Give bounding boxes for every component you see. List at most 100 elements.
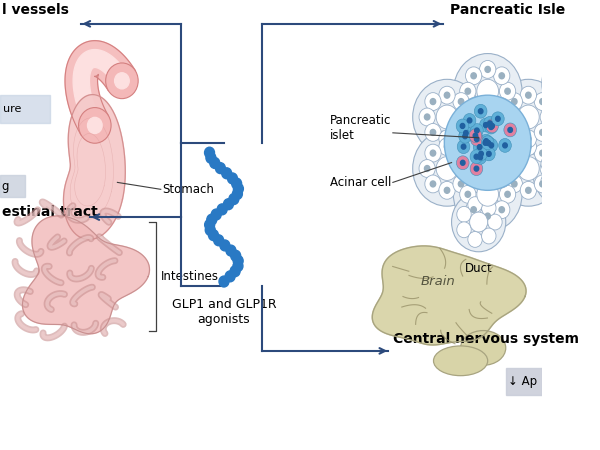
Circle shape <box>499 73 505 79</box>
Circle shape <box>453 175 469 193</box>
Circle shape <box>494 98 510 116</box>
Polygon shape <box>65 40 136 135</box>
Circle shape <box>475 147 487 161</box>
Circle shape <box>106 63 138 99</box>
Circle shape <box>458 181 464 187</box>
Circle shape <box>484 122 488 127</box>
Circle shape <box>445 92 450 98</box>
Circle shape <box>484 117 496 130</box>
Text: Pancreatic Isle: Pancreatic Isle <box>450 3 565 17</box>
Circle shape <box>458 130 464 135</box>
Circle shape <box>534 175 551 193</box>
Circle shape <box>445 136 450 142</box>
Circle shape <box>232 189 242 199</box>
Circle shape <box>534 123 551 141</box>
Circle shape <box>458 99 464 104</box>
Circle shape <box>539 130 545 135</box>
Circle shape <box>505 88 510 94</box>
Circle shape <box>471 176 476 182</box>
Circle shape <box>470 162 483 176</box>
Text: Duct: Duct <box>465 262 493 274</box>
Circle shape <box>473 140 486 154</box>
Circle shape <box>512 150 517 156</box>
Circle shape <box>494 170 510 188</box>
Circle shape <box>453 144 469 162</box>
Circle shape <box>464 166 470 171</box>
Ellipse shape <box>434 346 488 376</box>
Circle shape <box>436 105 458 129</box>
Circle shape <box>512 181 517 187</box>
Circle shape <box>490 123 494 128</box>
Circle shape <box>232 178 242 189</box>
Circle shape <box>478 109 483 114</box>
Circle shape <box>479 207 496 225</box>
Circle shape <box>584 75 599 91</box>
Circle shape <box>475 104 487 118</box>
Circle shape <box>471 207 476 213</box>
Circle shape <box>466 201 482 219</box>
Circle shape <box>466 98 482 116</box>
Circle shape <box>534 144 551 162</box>
Circle shape <box>539 181 545 187</box>
Circle shape <box>430 130 436 135</box>
Circle shape <box>506 144 523 162</box>
Circle shape <box>556 162 574 182</box>
Circle shape <box>458 150 464 156</box>
Text: GLP1 and GLP1R
agonists: GLP1 and GLP1R agonists <box>172 298 276 326</box>
Circle shape <box>505 191 510 197</box>
Circle shape <box>233 256 243 266</box>
Circle shape <box>460 126 472 140</box>
Circle shape <box>463 113 476 127</box>
Circle shape <box>453 93 469 111</box>
Circle shape <box>494 79 563 155</box>
Circle shape <box>419 160 435 177</box>
Circle shape <box>445 187 450 194</box>
Circle shape <box>217 204 227 215</box>
Circle shape <box>485 67 490 72</box>
Circle shape <box>499 176 505 182</box>
Polygon shape <box>73 50 128 130</box>
Circle shape <box>512 99 517 104</box>
Text: Central nervous system: Central nervous system <box>393 332 579 346</box>
Circle shape <box>520 130 536 148</box>
Text: Acinar cell: Acinar cell <box>329 176 391 189</box>
Circle shape <box>230 266 240 277</box>
Circle shape <box>483 140 488 145</box>
Circle shape <box>494 131 563 206</box>
Circle shape <box>484 139 488 144</box>
Circle shape <box>550 84 565 100</box>
Circle shape <box>481 136 494 150</box>
Circle shape <box>413 79 481 155</box>
Circle shape <box>540 108 556 126</box>
Circle shape <box>504 123 517 137</box>
Text: Stomach: Stomach <box>163 183 214 196</box>
Circle shape <box>439 181 455 199</box>
Circle shape <box>485 140 490 145</box>
Circle shape <box>545 166 551 171</box>
Circle shape <box>578 60 592 76</box>
Circle shape <box>465 88 470 94</box>
Circle shape <box>466 170 482 188</box>
Circle shape <box>470 212 488 232</box>
Circle shape <box>539 99 545 104</box>
Circle shape <box>475 128 479 133</box>
Circle shape <box>468 231 482 248</box>
Circle shape <box>206 153 216 163</box>
Circle shape <box>457 156 469 170</box>
Text: ure: ure <box>3 104 21 114</box>
Circle shape <box>506 114 511 120</box>
Polygon shape <box>372 246 526 345</box>
Circle shape <box>499 207 505 213</box>
Circle shape <box>508 127 512 132</box>
Text: l vessels: l vessels <box>2 3 68 17</box>
Bar <box>0 95 50 123</box>
Circle shape <box>479 151 484 156</box>
Circle shape <box>526 136 531 142</box>
Circle shape <box>487 151 491 156</box>
Circle shape <box>445 95 531 190</box>
Circle shape <box>488 214 502 230</box>
Circle shape <box>456 119 469 133</box>
Circle shape <box>460 123 465 128</box>
Circle shape <box>424 166 430 171</box>
Circle shape <box>464 114 470 120</box>
